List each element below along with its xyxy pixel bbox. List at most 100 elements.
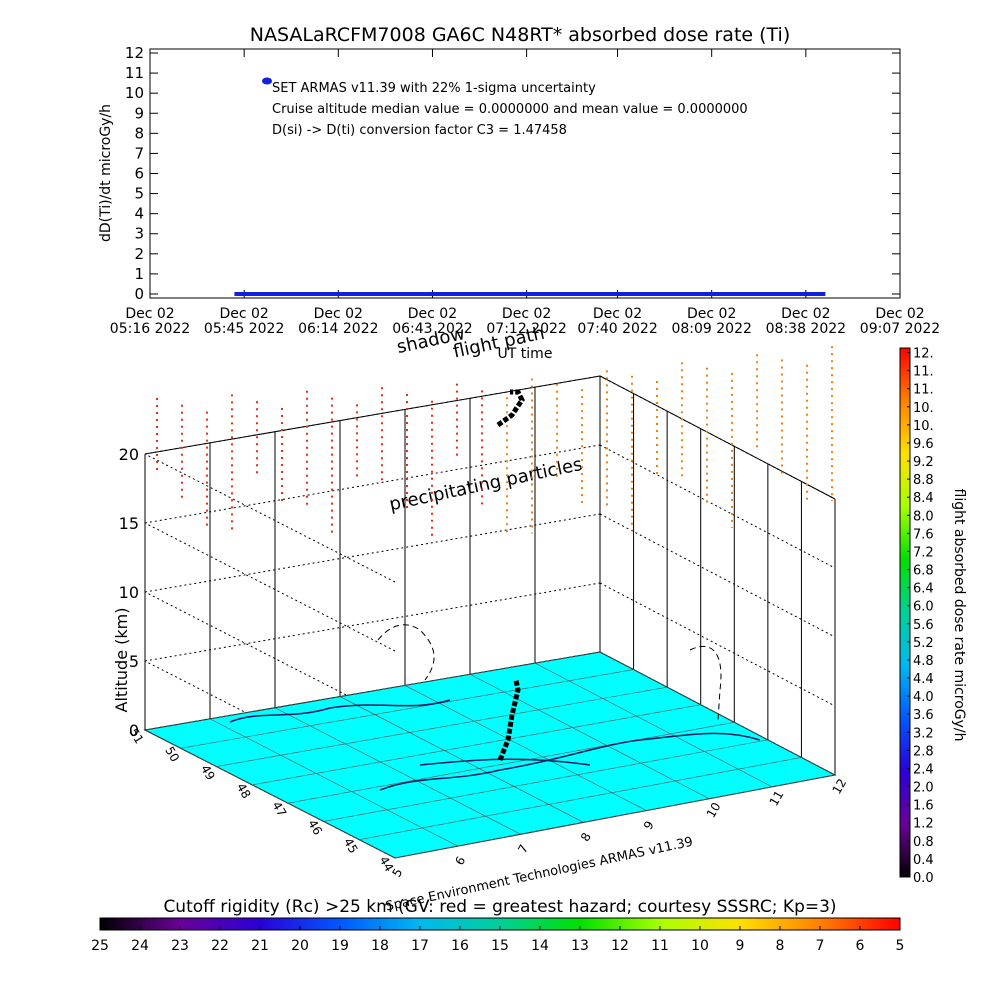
colorbar-tick-label: 6.0: [913, 600, 934, 615]
grid-line: [144, 444, 601, 524]
colorbar-tick-label: 0.0: [913, 871, 934, 886]
y-tick-label: 1: [134, 265, 144, 283]
y-tick-label: 44: [377, 854, 397, 874]
x-tick-label: 9: [641, 818, 657, 832]
colorbar-tick-label: 11.: [913, 383, 934, 398]
colorbar-tick-label: 5.6: [913, 618, 934, 633]
colorbar-tick-label: 8.0: [913, 509, 934, 524]
colorbar-tick-label: 22: [211, 938, 229, 954]
y-tick-label: 5: [134, 185, 144, 203]
z-tick-label: 10: [119, 583, 139, 602]
x-tick-label: Dec 02 06:43 2022: [392, 306, 473, 337]
colorbar-tick-label: 2.0: [913, 781, 934, 796]
colorbar-tick-label: 1.2: [913, 817, 934, 832]
x-tick-label: Dec 02 07:12 2022: [486, 306, 567, 337]
annotation: precipitating particles: [387, 454, 584, 515]
colorbar-tick-label: 25: [91, 938, 109, 954]
map-floor: [143, 651, 837, 859]
floor-grid: [144, 729, 396, 859]
colorbar-tick-label: 10.: [913, 419, 934, 434]
x-tick-label: 11: [767, 788, 787, 808]
y-tick-label: 47: [269, 799, 289, 819]
colorbar-tick-label: 4.4: [913, 672, 934, 687]
x-tick-label: Dec 02 08:38 2022: [765, 306, 847, 337]
y-tick-label: 0: [134, 285, 144, 303]
colorbar: [899, 347, 911, 878]
y-tick-label: 7: [134, 144, 144, 162]
z-tick-label: 15: [119, 514, 139, 533]
chart-title: NASALaRCFM7008 GA6C N48RT* absorbed dose…: [250, 24, 791, 46]
x-tick-label: 8: [578, 830, 594, 844]
floor-grid: [469, 674, 710, 799]
z-tick-label: 5: [129, 652, 139, 671]
colorbar-tick-label: 6.8: [913, 564, 934, 579]
annotation: Cruise altitude median value = 0.0000000…: [272, 102, 748, 117]
floor-grid: [209, 718, 458, 847]
colorbar-tick-label: 3.6: [913, 708, 934, 723]
x-tick-label: Dec 02 07:40 2022: [577, 306, 658, 337]
colorbar-tick-label: 9.2: [913, 455, 934, 470]
shadow-outline: [377, 624, 722, 721]
colorbar-title: flight absorbed dose rate microGy/h: [951, 489, 967, 742]
colorbar-tick-label: 0.4: [913, 853, 934, 868]
y-tick-label: 50: [162, 744, 182, 764]
floor-grid: [339, 696, 584, 823]
y-tick-label: 6: [134, 165, 144, 183]
floor-grid: [180, 669, 634, 749]
x-tick-label: Dec 02 06:14 2022: [298, 306, 379, 337]
floor-grid: [252, 704, 701, 786]
y-tick-label: 51: [127, 726, 147, 746]
flight-path: [496, 389, 525, 761]
grid-line: [599, 444, 836, 569]
floor-grid: [287, 721, 735, 804]
grid-line: [599, 582, 836, 707]
colorbar-tick-label: 9: [736, 938, 745, 954]
y-tick-label: 48: [234, 781, 254, 801]
colorbar-tick-label: 11: [651, 938, 669, 954]
z-tick-label: 20: [119, 445, 139, 464]
colorbar-tick-label: 10.: [913, 401, 934, 416]
floor-grid: [394, 774, 836, 859]
x-tick-label: 6: [452, 854, 468, 868]
colorbar-title: Cutoff rigidity (Rc) >25 km (GV: red = g…: [163, 897, 836, 917]
colorbar-tick-label: 2.8: [913, 744, 934, 759]
colorbar-tick-label: 2.4: [913, 762, 934, 777]
y-tick-label: 45: [341, 836, 361, 856]
colorbar-tick-label: 9.6: [913, 437, 934, 452]
colorbar-tick-label: 5.2: [913, 636, 934, 651]
box-edge: [144, 375, 601, 455]
x-tick-label: 10: [704, 800, 724, 820]
y-tick-label: 46: [305, 817, 325, 837]
x-tick-label: 12: [829, 776, 849, 796]
y-tick-label: 10: [125, 84, 144, 102]
colorbar-tick-label: 11.: [913, 365, 934, 380]
x-tick-label: Dec 02 09:07 2022: [859, 306, 941, 337]
z-axis-label: Altitude (km): [112, 608, 131, 713]
colorbar-tick-label: 21: [251, 938, 269, 954]
colorbar-tick-label: 0.8: [913, 835, 934, 850]
grid-line: [144, 522, 396, 652]
floor-grid: [274, 707, 521, 835]
grid-line: [144, 513, 601, 593]
floor-grid: [359, 757, 802, 841]
y-tick-label: 2: [134, 245, 144, 263]
grid-line: [599, 513, 836, 638]
y-tick-label: 49: [198, 762, 218, 782]
colorbar-tick-label: 5: [896, 938, 905, 954]
legend-marker: [262, 77, 272, 85]
colorbar-tick-label: 6: [856, 938, 865, 954]
y-axis-label: dD(Ti)/dt microGy/h: [98, 104, 114, 242]
colorbar-tick-label: 10: [691, 938, 709, 954]
z-tick-label: 0: [129, 721, 139, 740]
colorbar-tick-label: 8: [776, 938, 785, 954]
y-tick-label: 9: [134, 104, 144, 122]
y-tick-label: 11: [125, 64, 144, 82]
colorbar-tick-label: 8.4: [913, 491, 934, 506]
colorbar-tick-label: 16: [451, 938, 469, 954]
colorbar-tick-label: 4.8: [913, 654, 934, 669]
x-axis-label: UT time: [498, 346, 553, 362]
x-tick-label: 7: [515, 842, 531, 856]
grid-line: [144, 582, 601, 662]
